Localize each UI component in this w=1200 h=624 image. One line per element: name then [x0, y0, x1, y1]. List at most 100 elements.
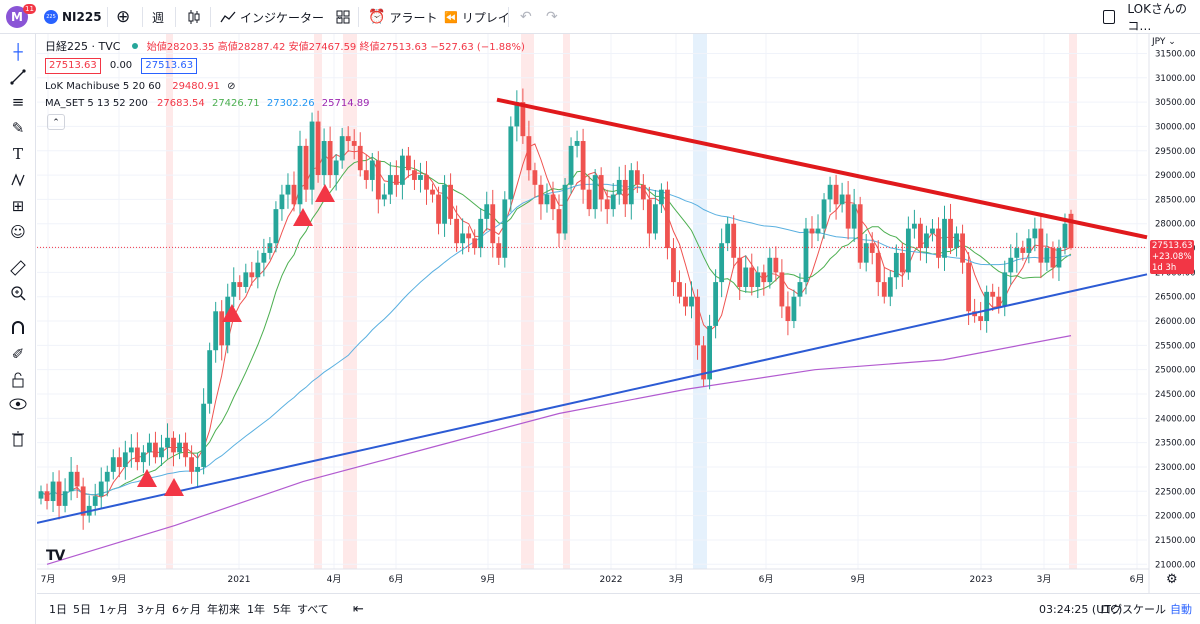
range-button-7[interactable]: 5年	[273, 603, 291, 616]
text-icon[interactable]: T	[12, 145, 23, 163]
spread: 0.00	[109, 60, 133, 71]
candle-body-34	[243, 272, 249, 287]
candle-body-111	[707, 325, 712, 380]
layout-name-button[interactable]: LOKさんのコ…	[1103, 0, 1200, 34]
trendline-icon[interactable]	[8, 67, 28, 87]
candle-body-71	[466, 233, 472, 239]
candle-body-73	[478, 218, 484, 249]
range-button-1[interactable]: 5日	[73, 603, 91, 616]
zoom-icon[interactable]	[8, 283, 28, 303]
lock-icon[interactable]	[8, 370, 28, 390]
symbol-search-button[interactable]: 225 NI225	[44, 0, 102, 34]
candle-body-44	[303, 145, 309, 190]
date-range-calendar-icon[interactable]: ⇤	[353, 601, 364, 617]
candle-body-20	[159, 447, 164, 458]
last-change: +23.08%	[1152, 252, 1192, 262]
y-tick-label-1: 21500.00	[1155, 536, 1196, 546]
candle-body-62	[412, 170, 417, 180]
candle-body-67	[442, 184, 447, 224]
range-button-3[interactable]: 3ヶ月	[137, 603, 166, 616]
compare-plus-icon[interactable]: ⊕	[116, 7, 131, 27]
candle-body-41	[285, 184, 291, 195]
y-tick-label-20: 31000.00	[1155, 74, 1196, 84]
candle-body-68	[448, 184, 453, 219]
bid-price[interactable]: 27513.63	[45, 58, 101, 74]
range-button-2[interactable]: 1ヶ月	[99, 603, 128, 616]
candle-body-137	[863, 243, 869, 263]
trash-icon[interactable]	[8, 429, 28, 449]
range-button-5[interactable]: 年初来	[207, 603, 240, 616]
currency-label[interactable]: JPY ⌄	[1152, 37, 1176, 47]
redo-icon[interactable]: ↷	[546, 9, 558, 25]
candle-body-106	[677, 282, 682, 297]
interval-button[interactable]: 週	[152, 0, 164, 34]
replay-button[interactable]: ⏪ リプレイ	[444, 0, 510, 34]
candle-body-166	[1038, 228, 1044, 263]
x-tick-label-2: 2021	[228, 575, 251, 585]
crosshair-icon[interactable]: ┼	[13, 43, 23, 61]
range-button-4[interactable]: 6ヶ月	[172, 603, 201, 616]
emoji-icon[interactable]: ☺	[10, 223, 26, 241]
candle-body-148	[930, 228, 935, 234]
layouts-icon[interactable]	[336, 0, 350, 34]
x-tick-label-6: 2022	[600, 575, 623, 585]
chart-settings-gear-icon[interactable]: ⚙	[1166, 572, 1178, 587]
candle-body-142	[893, 252, 899, 278]
indicators-button[interactable]: インジケーター ⌄	[220, 0, 344, 34]
candle-body-13	[116, 457, 122, 467]
ohlc-values: 始値28203.35 高値28287.42 安値27467.59 終値27513…	[146, 42, 525, 53]
avatar[interactable]: M 11	[6, 0, 36, 34]
candle-body-150	[942, 218, 947, 258]
candle-body-47	[321, 141, 327, 176]
x-tick-label-3: 4月	[327, 574, 342, 585]
candle-body-133	[839, 194, 845, 205]
y-tick-label-6: 24000.00	[1155, 414, 1196, 424]
candle-body-139	[875, 252, 881, 283]
y-tick-label-15: 28500.00	[1155, 195, 1196, 205]
range-button-8[interactable]: すべて	[297, 603, 329, 616]
ruler-icon[interactable]	[8, 258, 28, 278]
range-button-0[interactable]: 1日	[49, 603, 67, 616]
pattern-icon[interactable]	[8, 170, 28, 190]
auto-scale-button[interactable]: 自動	[1170, 603, 1192, 616]
candle-body-57	[381, 194, 387, 200]
alert-button[interactable]: ⏰ アラート	[368, 0, 437, 34]
candle-body-24	[183, 442, 188, 458]
candle-body-39	[273, 209, 279, 244]
pencil-lock-icon[interactable]: ✐	[11, 345, 25, 363]
indicator-2-ma5: 27683.54	[157, 98, 205, 109]
indicator-2-row[interactable]: MA_SET 5 13 52 200 27683.54 27426.71 273…	[45, 98, 369, 109]
price-chart[interactable]: 21000.00 21500.00 22000.00 22500.00 23000.00…	[37, 34, 1200, 593]
magnet-icon[interactable]	[8, 318, 28, 338]
y-tick-label-18: 30000.00	[1155, 122, 1196, 132]
checkbox-icon[interactable]	[1103, 10, 1116, 24]
candle-body-25	[189, 457, 194, 472]
candle-body-74	[484, 204, 490, 219]
magnet-glyph-icon	[12, 321, 24, 334]
measure-icon[interactable]: ⊞	[11, 197, 25, 215]
collapse-legend-button[interactable]: ⌃	[47, 114, 65, 130]
undo-icon[interactable]: ↶	[520, 9, 532, 25]
ask-price[interactable]: 27513.63	[141, 58, 198, 74]
candle-body-119	[755, 272, 761, 287]
support-trendline	[37, 273, 1148, 524]
candle-body-143	[899, 252, 905, 273]
signal-up-triangle-0	[137, 469, 157, 487]
log-scale-button[interactable]: ログスケール	[1100, 603, 1166, 616]
signal-markers	[137, 184, 335, 496]
fib-icon[interactable]: ≡	[11, 93, 25, 111]
clock[interactable]: 03:24:25 (UTC)	[1039, 602, 1123, 616]
candle-body-69	[454, 218, 460, 244]
signal-up-triangle-3	[293, 208, 313, 226]
candle-body-156	[978, 316, 984, 322]
range-button-6[interactable]: 1年	[247, 603, 265, 616]
eye-icon[interactable]	[8, 394, 28, 414]
chevron-down-icon[interactable]: ⌄	[336, 12, 344, 22]
candle-body-18	[147, 442, 152, 453]
trendlines[interactable]	[37, 97, 1148, 524]
x-tick-label-4: 6月	[389, 574, 404, 585]
candle-body-65	[430, 189, 435, 195]
brush-icon[interactable]: ✎	[11, 119, 25, 137]
indicator-1-row[interactable]: LoK Machibuse 5 20 60 29480.91 ⊘	[45, 81, 236, 92]
candles-icon[interactable]	[186, 0, 202, 34]
